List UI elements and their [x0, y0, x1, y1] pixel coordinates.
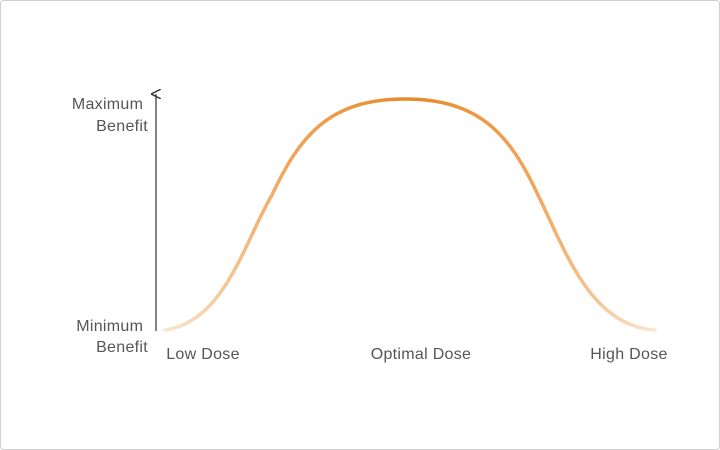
y-max-label-line: Benefit — [96, 118, 148, 135]
y-max-label: Maximum Benefit — [72, 96, 148, 135]
y-min-label-line: Minimum — [76, 318, 143, 335]
x-label: Optimal Dose — [371, 346, 472, 363]
y-min-label: Minimum Benefit — [76, 318, 148, 356]
x-label: High Dose — [590, 346, 667, 363]
y-min-label-line: Benefit — [96, 339, 148, 356]
y-max-label-line: Maximum — [72, 96, 143, 113]
benefit-curve — [163, 97, 657, 332]
x-label: Low Dose — [166, 346, 240, 363]
